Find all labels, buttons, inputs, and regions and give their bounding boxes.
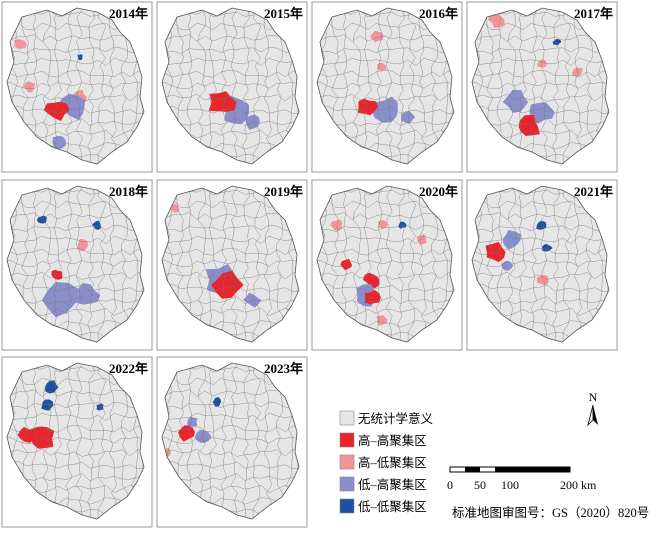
cluster bbox=[242, 292, 262, 308]
cluster bbox=[501, 260, 514, 271]
cluster bbox=[372, 96, 398, 123]
cluster bbox=[378, 220, 388, 229]
map-panel: 2023年 bbox=[156, 356, 308, 528]
cluster bbox=[178, 425, 195, 442]
legend-swatch bbox=[339, 410, 355, 426]
map-number: 标准地图审图号：GS（2020）820号 bbox=[452, 505, 649, 520]
map-panel: 2017年 bbox=[466, 1, 618, 173]
cluster bbox=[169, 203, 179, 213]
cluster bbox=[416, 234, 427, 246]
cluster bbox=[364, 290, 381, 305]
cluster bbox=[401, 111, 416, 124]
map-panel: 2021年 bbox=[466, 179, 618, 351]
legend-label: 高–高聚集区 bbox=[358, 433, 427, 448]
map-panel: 2014年 bbox=[1, 1, 153, 173]
year-label: 2022年 bbox=[109, 361, 148, 376]
year-label: 2019年 bbox=[264, 184, 303, 199]
cluster bbox=[14, 39, 27, 49]
cluster bbox=[58, 93, 85, 121]
cluster bbox=[212, 397, 222, 407]
cluster bbox=[51, 269, 63, 280]
clusters bbox=[317, 186, 454, 342]
north-label: N bbox=[589, 390, 598, 404]
scale-label: 200 km bbox=[560, 478, 597, 492]
scale-label: 50 bbox=[474, 478, 486, 492]
year-label: 2023年 bbox=[264, 361, 303, 376]
cluster bbox=[43, 101, 70, 121]
cluster bbox=[502, 230, 521, 250]
cluster bbox=[529, 102, 555, 124]
cluster bbox=[518, 114, 540, 136]
legend-label: 低–低聚集区 bbox=[358, 499, 427, 514]
year-label: 2021年 bbox=[574, 184, 613, 199]
clusters bbox=[317, 8, 454, 164]
year-label: 2017年 bbox=[574, 6, 613, 21]
cluster bbox=[340, 258, 353, 271]
cluster bbox=[77, 239, 89, 251]
legend-swatch bbox=[339, 498, 355, 514]
cluster bbox=[52, 136, 67, 150]
year-label: 2020年 bbox=[419, 184, 458, 199]
cluster bbox=[377, 62, 387, 71]
year-label: 2015年 bbox=[264, 6, 303, 21]
cluster bbox=[537, 59, 547, 68]
scale-bar: 0 50 100 200 km bbox=[447, 466, 597, 492]
legend-label: 低–高聚集区 bbox=[358, 477, 427, 492]
clusters bbox=[472, 8, 609, 164]
map-panel: 2022年 bbox=[1, 356, 153, 528]
cluster bbox=[23, 81, 35, 93]
map-panel: 2015年 bbox=[156, 1, 308, 173]
legend-label: 无统计学意义 bbox=[358, 411, 434, 426]
year-label: 2016年 bbox=[419, 6, 458, 21]
map-panel: 2018年 bbox=[1, 179, 153, 351]
clusters bbox=[162, 363, 299, 519]
cluster bbox=[330, 219, 343, 231]
legend-swatch bbox=[339, 454, 355, 470]
map-panel: 2020年 bbox=[311, 179, 463, 351]
scale-label: 0 bbox=[447, 478, 453, 492]
cluster bbox=[541, 243, 553, 252]
map-panel: 2019年 bbox=[156, 179, 308, 351]
year-label: 2014年 bbox=[109, 6, 148, 21]
cluster bbox=[363, 272, 380, 289]
cluster bbox=[187, 416, 198, 428]
clusters bbox=[162, 8, 299, 164]
clusters bbox=[7, 8, 144, 164]
clusters bbox=[7, 186, 144, 342]
scale-label: 100 bbox=[501, 478, 519, 492]
cluster bbox=[245, 114, 260, 130]
year-label: 2018年 bbox=[109, 184, 148, 199]
cluster bbox=[370, 30, 384, 43]
legend-swatch bbox=[339, 432, 355, 448]
cluster bbox=[92, 220, 102, 230]
north-arrow: N bbox=[587, 390, 598, 427]
legend-swatch bbox=[339, 476, 355, 492]
cluster bbox=[211, 270, 244, 299]
clusters bbox=[472, 186, 609, 342]
map-panel: 2016年 bbox=[311, 1, 463, 173]
cluster bbox=[376, 315, 388, 326]
cluster bbox=[208, 91, 237, 112]
cluster bbox=[75, 283, 101, 305]
cluster bbox=[42, 282, 79, 318]
clusters bbox=[162, 186, 299, 342]
legend-label: 高–低聚集区 bbox=[358, 455, 427, 470]
cluster bbox=[536, 274, 549, 286]
clusters bbox=[7, 363, 144, 519]
